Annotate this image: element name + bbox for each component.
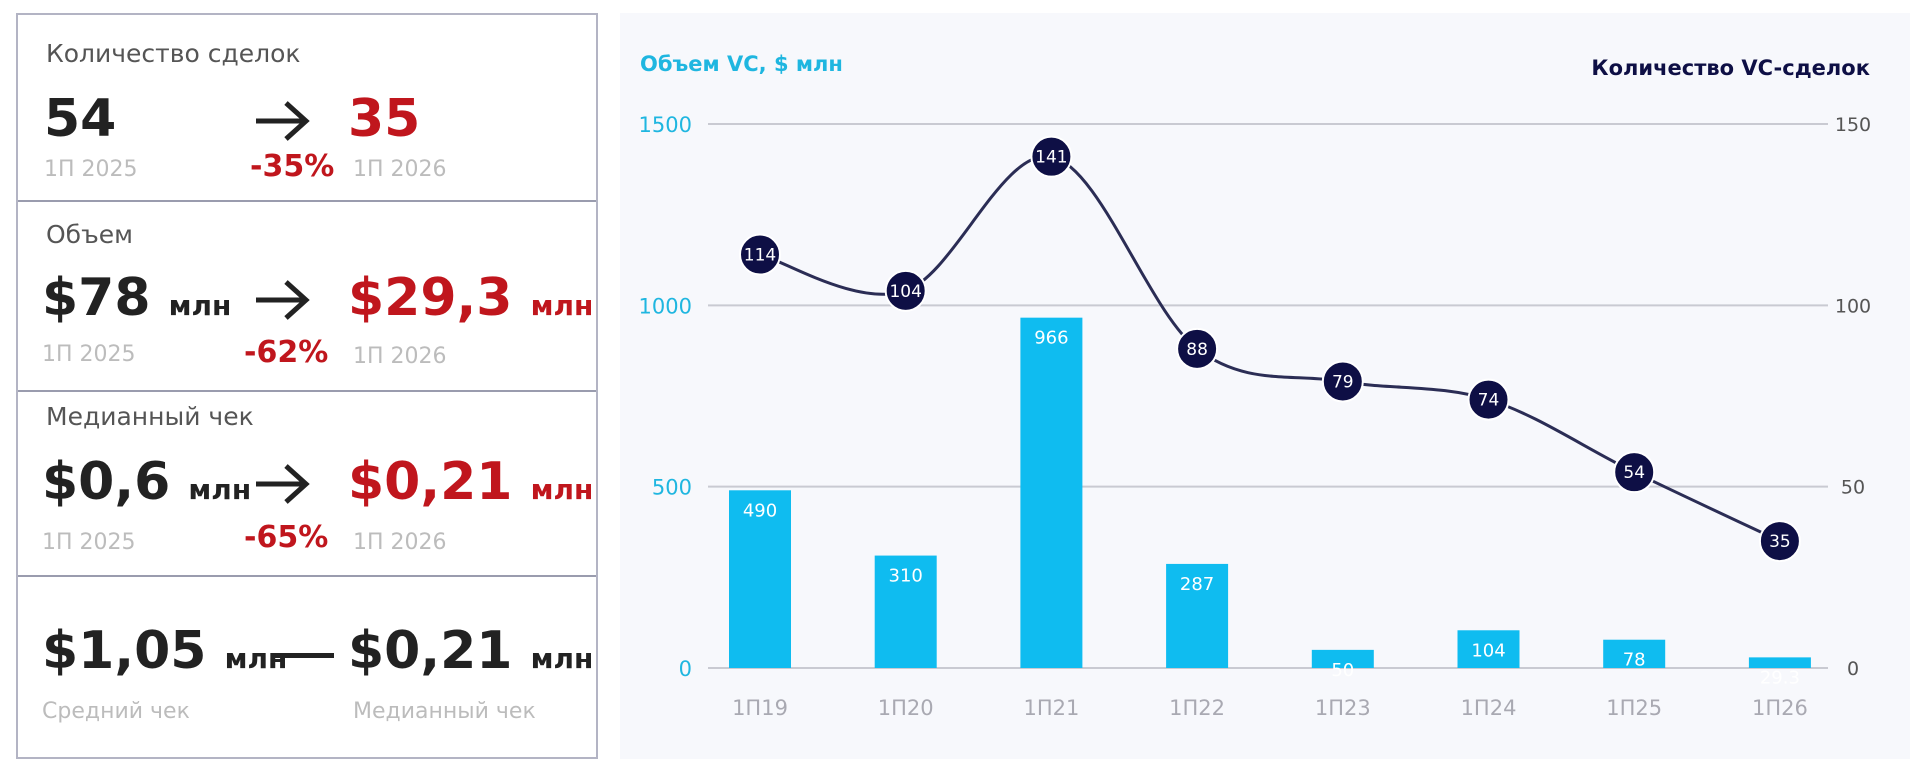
right-tick-label: 0: [1847, 658, 1859, 680]
volume-from-period: 1П 2025: [42, 342, 136, 367]
volume-from-unit: млн: [168, 289, 232, 322]
volume-to: $29,3 млн: [348, 272, 593, 324]
left-tick-label: 1000: [639, 294, 692, 318]
median-title: Медианный чек: [46, 402, 254, 431]
vc-chart: Объем VC, $ млн Количество VC-сделок 0 50…: [639, 52, 1872, 720]
left-tick-label: 0: [679, 657, 692, 681]
point-value-label: 104: [889, 282, 921, 302]
bar-value-label: 490: [743, 500, 777, 521]
x-tick-label: 1П20: [878, 696, 934, 720]
volume-section: Объем $78 млн 1П 2025 $29,3 млн -62% 1П …: [18, 200, 596, 390]
bar: [1311, 649, 1374, 668]
median-from-value: $0,6: [42, 452, 171, 512]
median-to: $0,21 млн: [348, 456, 593, 508]
right-tick-label: 100: [1835, 295, 1871, 317]
x-tick-label: 1П21: [1023, 696, 1079, 720]
point-value-label: 88: [1186, 340, 1208, 360]
right-axis-title: Количество VC-сделок: [1591, 56, 1870, 80]
median-from-period: 1П 2025: [42, 530, 136, 555]
average-left-label: Средний чек: [42, 699, 190, 724]
line-point: [1030, 135, 1073, 178]
x-tick-label: 1П25: [1606, 696, 1662, 720]
bar-value-label: 50: [1331, 660, 1354, 681]
point-value-label: 141: [1035, 148, 1067, 168]
volume-from: $78 млн: [42, 272, 231, 324]
volume-title: Объем: [46, 220, 133, 249]
median-change: -65%: [244, 520, 329, 555]
average-left-unit: млн: [224, 642, 288, 675]
point-value-label: 79: [1332, 372, 1354, 392]
bar-value-label: 29.3: [1760, 667, 1800, 688]
point-value-label: 35: [1769, 532, 1791, 552]
median-to-period: 1П 2026: [353, 530, 447, 555]
volume-from-value: $78: [42, 268, 151, 328]
volume-to-unit: млн: [530, 289, 594, 322]
line-point: [884, 269, 927, 312]
bar: [874, 555, 937, 668]
average-right: $0,21 млн: [348, 625, 593, 677]
stats-panel: Количество сделок 54 1П 2025 35 -35% 1П …: [16, 13, 598, 759]
left-tick-label: 500: [652, 476, 692, 500]
deals-title: Количество сделок: [46, 39, 301, 68]
median-to-unit: млн: [530, 473, 594, 506]
x-tick-label: 1П26: [1752, 696, 1808, 720]
point-value-label: 114: [744, 246, 776, 266]
deals-to-value: 35: [348, 89, 421, 149]
line-point: [1321, 360, 1364, 403]
volume-to-period: 1П 2026: [353, 344, 447, 369]
line-point: [1758, 520, 1801, 563]
bar: [1020, 317, 1083, 668]
bar: [1748, 657, 1811, 668]
right-tick-label: 50: [1841, 477, 1865, 499]
median-from-unit: млн: [188, 473, 252, 506]
average-left-value: $1,05: [42, 621, 207, 681]
arrow-right-icon: [256, 464, 310, 504]
line-point: [739, 233, 781, 276]
x-tick-label: 1П22: [1169, 696, 1225, 720]
arrow-right-icon: [256, 101, 310, 141]
median-from: $0,6 млн: [42, 456, 251, 508]
line-point: [1176, 327, 1219, 370]
average-section: $1,05 млн $0,21 млн Средний чек Медианны…: [18, 575, 596, 761]
bar-value-label: 966: [1034, 328, 1068, 349]
chart-panel: Объем VC, $ млн Количество VC-сделок 0 50…: [620, 13, 1910, 759]
x-tick-label: 1П24: [1461, 696, 1517, 720]
bar-value-label: 287: [1180, 574, 1214, 595]
bar: [1457, 630, 1520, 668]
deals-from-period: 1П 2025: [44, 157, 138, 182]
dash-divider: [272, 653, 334, 658]
median-to-value: $0,21: [348, 452, 513, 512]
x-tick-label: 1П19: [732, 696, 788, 720]
bar-value-label: 310: [889, 566, 923, 587]
deals-from-value: 54: [44, 89, 117, 149]
arrow-right-icon: [256, 280, 310, 320]
right-tick-label: 150: [1835, 114, 1871, 136]
average-left: $1,05 млн: [42, 625, 287, 677]
deals-to-period: 1П 2026: [353, 157, 447, 182]
volume-to-value: $29,3: [348, 268, 513, 328]
bar-value-label: 104: [1471, 640, 1505, 661]
deals-change: -35%: [250, 149, 335, 184]
average-right-unit: млн: [530, 642, 594, 675]
x-tick-label: 1П23: [1315, 696, 1371, 720]
deals-line: [759, 154, 1781, 543]
deals-section: Количество сделок 54 1П 2025 35 -35% 1П …: [18, 15, 596, 200]
average-right-label: Медианный чек: [353, 699, 536, 724]
line-point: [1613, 451, 1656, 494]
bar: [1603, 639, 1666, 668]
point-value-label: 54: [1623, 463, 1645, 483]
volume-change: -62%: [244, 335, 329, 370]
bar: [729, 490, 791, 668]
median-section: Медианный чек $0,6 млн 1П 2025 $0,21 млн…: [18, 390, 596, 575]
bar-value-label: 78: [1623, 650, 1646, 671]
average-right-value: $0,21: [348, 621, 513, 681]
left-axis-title: Объем VC, $ млн: [640, 52, 843, 76]
bar: [1166, 563, 1229, 668]
left-tick-label: 1500: [639, 113, 692, 137]
point-value-label: 74: [1478, 391, 1500, 411]
line-point: [1467, 378, 1510, 421]
